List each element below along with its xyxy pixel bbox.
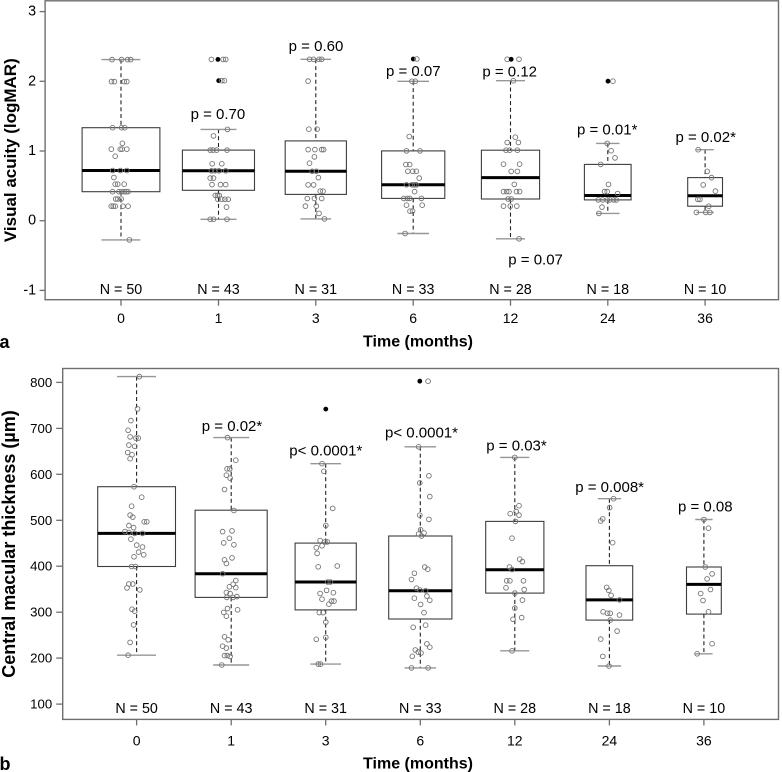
svg-text:6: 6 bbox=[409, 310, 417, 326]
svg-text:Time (months): Time (months) bbox=[363, 756, 473, 772]
svg-text:N = 28: N = 28 bbox=[489, 282, 532, 298]
svg-text:500: 500 bbox=[30, 513, 52, 528]
svg-text:300: 300 bbox=[30, 605, 52, 620]
svg-text:N = 50: N = 50 bbox=[100, 282, 143, 298]
svg-text:2: 2 bbox=[28, 73, 36, 89]
svg-text:Central macular thickness (µm): Central macular thickness (µm) bbox=[0, 410, 19, 677]
svg-text:N = 18: N = 18 bbox=[588, 701, 631, 717]
svg-text:6: 6 bbox=[416, 733, 424, 749]
svg-text:p = 0.02*: p = 0.02* bbox=[675, 129, 736, 146]
svg-text:p = 0.008*: p = 0.008* bbox=[575, 479, 644, 496]
svg-text:1: 1 bbox=[227, 733, 235, 749]
svg-text:400: 400 bbox=[30, 559, 52, 574]
svg-text:200: 200 bbox=[30, 651, 52, 666]
svg-text:800: 800 bbox=[30, 375, 52, 390]
svg-text:p< 0.0001*: p< 0.0001* bbox=[385, 425, 458, 442]
svg-text:600: 600 bbox=[30, 467, 52, 482]
svg-text:p = 0.07: p = 0.07 bbox=[386, 63, 441, 80]
svg-text:Visual acuity (logMAR): Visual acuity (logMAR) bbox=[1, 58, 20, 242]
svg-text:p = 0.01*: p = 0.01* bbox=[577, 121, 638, 138]
svg-text:p = 0.08: p = 0.08 bbox=[678, 498, 733, 515]
svg-text:N = 43: N = 43 bbox=[197, 282, 240, 298]
svg-text:3: 3 bbox=[28, 4, 36, 20]
svg-text:N = 43: N = 43 bbox=[210, 701, 253, 717]
svg-text:N = 33: N = 33 bbox=[399, 701, 442, 717]
svg-text:N = 33: N = 33 bbox=[392, 282, 435, 298]
svg-text:p = 0.02*: p = 0.02* bbox=[202, 418, 263, 435]
svg-text:24: 24 bbox=[600, 310, 616, 326]
svg-text:b: b bbox=[0, 754, 11, 772]
svg-text:N = 18: N = 18 bbox=[587, 282, 630, 298]
svg-text:-1: -1 bbox=[23, 282, 36, 298]
svg-text:N = 28: N = 28 bbox=[494, 701, 537, 717]
svg-text:p = 0.60: p = 0.60 bbox=[289, 38, 344, 55]
svg-text:N = 50: N = 50 bbox=[115, 701, 158, 717]
svg-text:Time (months): Time (months) bbox=[363, 334, 473, 351]
svg-text:0: 0 bbox=[28, 213, 36, 229]
svg-text:p< 0.0001*: p< 0.0001* bbox=[289, 443, 362, 460]
svg-text:p = 0.03*: p = 0.03* bbox=[486, 438, 547, 455]
svg-text:1: 1 bbox=[28, 143, 36, 159]
svg-text:0: 0 bbox=[117, 310, 125, 326]
svg-text:N = 10: N = 10 bbox=[683, 701, 726, 717]
svg-text:1: 1 bbox=[215, 310, 223, 326]
svg-text:p = 0.07: p = 0.07 bbox=[508, 252, 563, 269]
svg-text:N = 31: N = 31 bbox=[304, 701, 347, 717]
svg-text:36: 36 bbox=[697, 310, 713, 326]
svg-text:12: 12 bbox=[503, 310, 519, 326]
svg-text:24: 24 bbox=[602, 733, 618, 749]
svg-text:N = 31: N = 31 bbox=[295, 282, 338, 298]
svg-text:N = 10: N = 10 bbox=[684, 282, 727, 298]
svg-text:3: 3 bbox=[312, 310, 320, 326]
svg-text:0: 0 bbox=[133, 733, 141, 749]
svg-text:100: 100 bbox=[30, 697, 52, 712]
svg-text:3: 3 bbox=[322, 733, 330, 749]
svg-text:12: 12 bbox=[507, 733, 523, 749]
svg-text:p = 0.12: p = 0.12 bbox=[482, 64, 537, 81]
svg-text:700: 700 bbox=[30, 421, 52, 436]
svg-text:a: a bbox=[0, 332, 11, 352]
svg-text:p = 0.70: p = 0.70 bbox=[191, 106, 246, 123]
svg-text:36: 36 bbox=[696, 733, 712, 749]
